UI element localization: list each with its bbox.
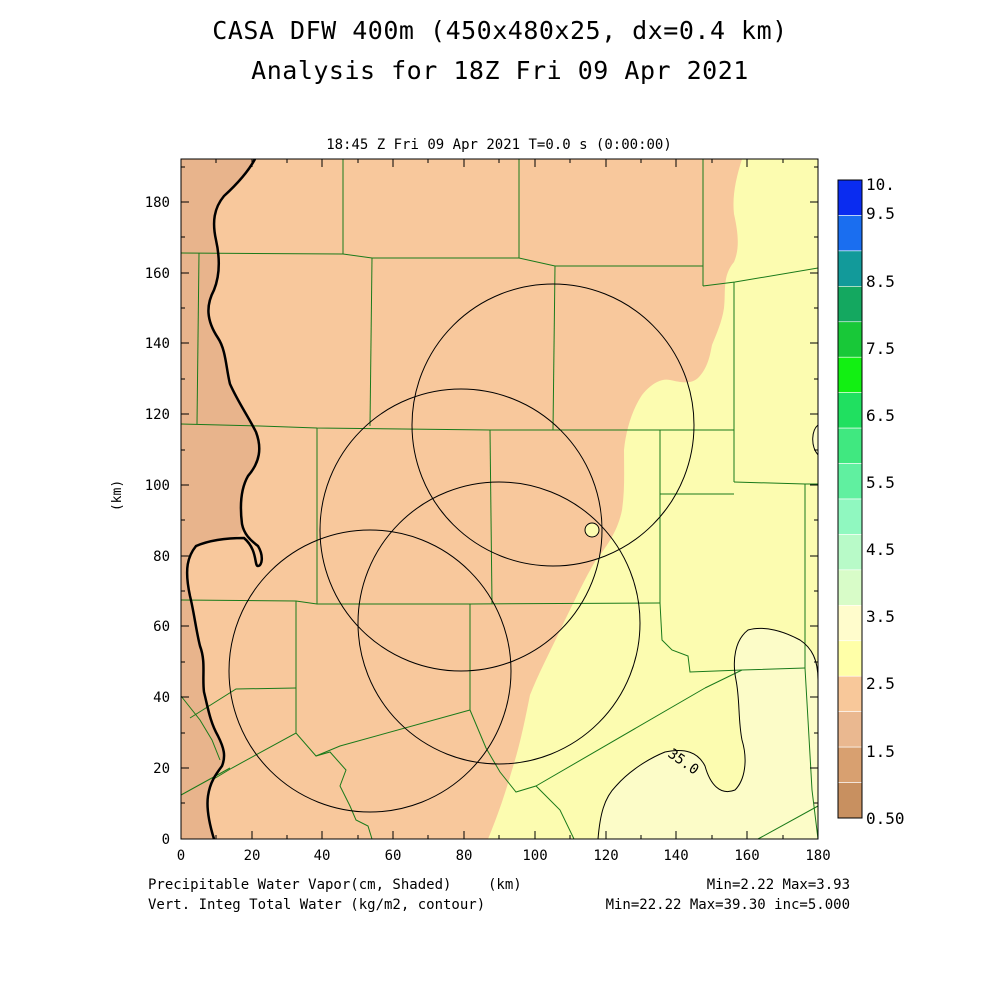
colorbar-swatch (837, 569, 863, 606)
colorbar-label: 10. (866, 175, 895, 194)
radar-ring (319, 388, 603, 672)
radar-rings (228, 283, 695, 813)
x-tick-label: 120 (593, 848, 618, 864)
y-tick-label: 100 (145, 478, 170, 494)
x-tick-label: 160 (734, 848, 759, 864)
x-tick-label: 20 (244, 848, 261, 864)
map-plot-area: 35.0 (181, 159, 818, 839)
y-tick-label: 180 (145, 195, 170, 211)
colorbar-label: 5.5 (866, 473, 895, 492)
y-tick-label: 140 (145, 336, 170, 352)
field-edge-feature (812, 424, 818, 456)
y-tick-label: 20 (153, 761, 170, 777)
colorbar-label: 6.5 (866, 406, 895, 425)
colorbar-label: 8.5 (866, 272, 895, 291)
colorbar-swatch (837, 711, 863, 748)
title-line-2: Analysis for 18Z Fri 09 Apr 2021 (251, 56, 749, 85)
title-line-1: CASA DFW 400m (450x480x25, dx=0.4 km) (212, 16, 788, 45)
colorbar-swatch (837, 215, 863, 252)
x-tick-label: 40 (314, 848, 331, 864)
colorbar-swatch (837, 463, 863, 500)
colorbar-swatch (837, 356, 863, 393)
colorbar-swatch (837, 286, 863, 323)
radar-ring (228, 529, 512, 813)
footer-contour-range: Min=22.22 Max=39.30 inc=5.000 (605, 897, 850, 913)
colorbar-swatch (837, 392, 863, 429)
y-tick-label: 160 (145, 266, 170, 282)
colorbar (837, 179, 863, 819)
colorbar-label: 2.5 (866, 674, 895, 693)
x-tick-label: 140 (663, 848, 688, 864)
x-tick-label: 0 (177, 848, 185, 864)
radar-site-marker (584, 522, 600, 538)
colorbar-label: 9.5 (866, 204, 895, 223)
y-tick-label: 40 (153, 690, 170, 706)
colorbar-swatch (837, 675, 863, 712)
axis-ticks (180, 159, 819, 840)
x-axis-label: (km) (488, 877, 522, 893)
colorbar-swatch (837, 250, 863, 287)
plot-subtitle: 18:45 Z Fri 09 Apr 2021 T=0.0 s (0:00:00… (326, 137, 672, 153)
footer-shaded-field: Precipitable Water Vapor(cm, Shaded) (148, 877, 452, 893)
colorbar-frame (837, 179, 863, 819)
colorbar-label: 4.5 (866, 540, 895, 559)
field-3p5-4p0 (600, 628, 818, 839)
x-tick-label: 60 (385, 848, 402, 864)
county-boundaries (181, 159, 818, 839)
colorbar-swatch (837, 534, 863, 571)
colorbar-swatch (837, 427, 863, 464)
colorbar-swatch (837, 782, 863, 819)
colorbar-label: 1.5 (866, 742, 895, 761)
colorbar-label: 7.5 (866, 339, 895, 358)
radar-ring (357, 481, 641, 765)
x-tick-label: 80 (456, 848, 473, 864)
colorbar-label: 0.50 (866, 809, 905, 828)
contour-35 (597, 627, 818, 839)
colorbar-swatch (837, 605, 863, 642)
y-tick-labels: 0 20 40 60 80 100 120 140 160 180 (145, 195, 170, 848)
colorbar-labels: 10. 9.5 8.5 7.5 6.5 5.5 4.5 3.5 2.5 1.5 … (866, 175, 905, 828)
colorbar-swatch (837, 179, 863, 216)
y-tick-label: 0 (162, 832, 170, 848)
colorbar-label: 3.5 (866, 607, 895, 626)
state-boundary (185, 159, 263, 839)
colorbar-swatch (837, 321, 863, 358)
y-tick-label: 80 (153, 549, 170, 565)
colorbar-swatch (837, 746, 863, 783)
x-tick-label: 180 (805, 848, 830, 864)
footer-shaded-range: Min=2.22 Max=3.93 (706, 877, 850, 893)
footer-contour-field: Vert. Integ Total Water (kg/m2, contour) (148, 897, 486, 913)
y-tick-label: 120 (145, 407, 170, 423)
colorbar-swatch (837, 498, 863, 535)
x-tick-labels: 0 20 40 60 80 100 120 140 160 180 (177, 848, 831, 864)
x-tick-label: 100 (522, 848, 547, 864)
y-tick-label: 60 (153, 619, 170, 635)
field-lt-2p5 (181, 159, 260, 839)
radar-ring (411, 283, 695, 567)
colorbar-swatch (837, 640, 863, 677)
